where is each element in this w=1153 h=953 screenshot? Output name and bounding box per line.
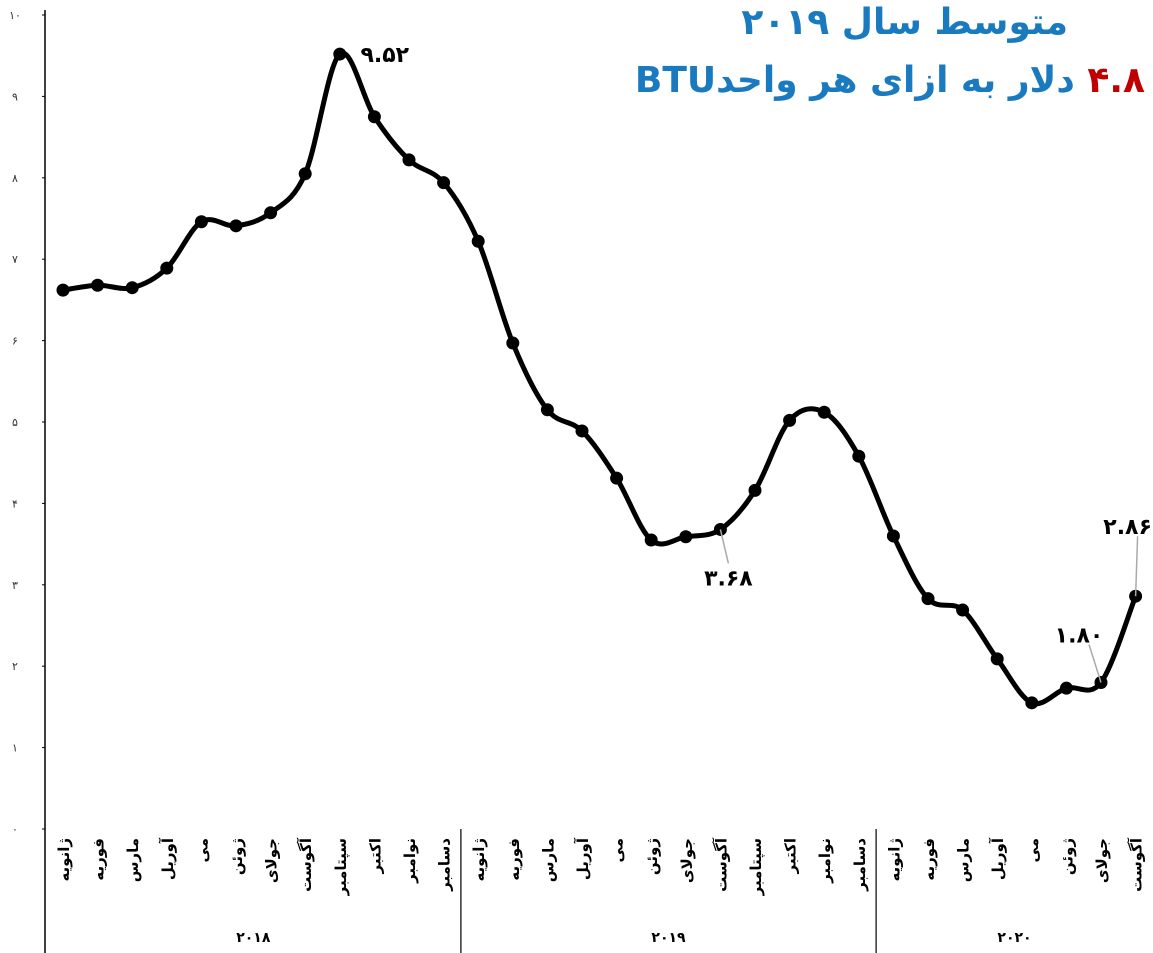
x-tick-label: آگوست [1128,837,1146,892]
x-tick-label: دسامبر [436,838,454,892]
point [506,336,520,350]
x-tick-label: می [1024,838,1042,862]
group-label: ۲۰۱۹ [651,930,686,946]
x-tick-label: ژوئن [228,838,246,875]
x-tick-label: فوریه [90,838,108,881]
y-tick-label: ۳ [12,579,18,592]
point [575,424,589,438]
x-tick-label: جولای [678,838,696,883]
point [56,283,70,297]
y-tick-label: ۰ [12,823,18,836]
x-tick-label: فوریه [505,838,523,881]
y-tick-label: ۸ [12,172,18,185]
x-tick-label: جولای [263,838,281,883]
x-tick-label: آوریل [989,837,1007,880]
point [125,281,139,295]
x-tick-label: می [193,838,211,862]
y-tick-label: ۱ [12,742,18,755]
y-tick-label: ۵ [12,416,18,429]
x-tick-label: نوامبر [816,838,834,884]
x-tick-label: می [609,838,627,862]
point [679,530,693,544]
subtitle-text: دلار به ازای هر واحدBTU [634,60,1075,101]
point [229,219,243,233]
value-label: ۲.۸۶ [1103,515,1152,540]
y-tick-label: ۶ [12,335,18,348]
x-tick-label: مارس [955,838,973,882]
point [298,167,312,181]
value-label: ۳.۶۸ [704,566,753,591]
y-tick-label: ۱۰ [9,9,21,22]
point [402,153,416,167]
x-tick-label: ژوئن [1058,838,1076,875]
point [91,278,105,292]
point [160,261,174,275]
x-tick-label: ژانویه [885,838,903,882]
x-tick-label: ژوئن [643,838,661,875]
point [437,176,451,190]
point [610,471,624,485]
leader-line [1088,644,1102,683]
x-tick-label: نوامبر [401,838,419,884]
point [333,47,347,61]
point [956,603,970,617]
y-tick-label: ۴ [12,497,18,510]
x-tick-label: اکتبر [782,838,800,874]
x-tick-label: سپتامبر [747,838,766,896]
x-tick-label: آگوست [712,837,730,892]
x-tick-label: ژانویه [470,838,488,882]
leader-line [1134,536,1139,597]
y-tick-label: ۹ [12,90,18,103]
x-tick-label: سپتامبر [332,838,351,896]
chart-title: متوسط سال ۲۰۱۹ [741,2,1068,43]
point [1059,681,1073,695]
point [540,403,554,417]
point [1025,696,1039,710]
point [990,652,1004,666]
point [644,533,658,547]
point [817,405,831,419]
leader-line [719,529,730,564]
point [886,529,900,543]
point [194,215,208,229]
x-tick-label: مارس [124,838,142,882]
point [852,449,866,463]
y-tick-label: ۲ [12,660,18,673]
x-tick-label: آگوست [297,837,315,892]
group-label: ۲۰۲۰ [997,930,1031,946]
x-tick-label: مارس [539,838,557,882]
x-tick-label: آوریل [574,837,592,880]
value-label: ۹.۵۲ [360,43,409,68]
x-tick-label: ژانویه [55,838,73,882]
point [367,110,381,124]
subtitle-value: ۴.۸ [1087,60,1145,101]
point [783,413,797,427]
x-tick-label: فوریه [920,838,938,881]
x-tick-label: دسامبر [851,838,869,892]
line [62,50,1138,707]
x-tick-label: اکتبر [366,838,384,874]
y-tick-label: ۷ [12,253,18,266]
group-label: ۲۰۱۸ [236,930,271,946]
point [921,592,935,606]
chart-subtitle: ۴.۸ دلار به ازای هر واحدBTU [635,60,1145,101]
point [748,483,762,497]
point [471,234,485,248]
x-tick-label: آوریل [159,837,177,880]
value-label: ۱.۸۰ [1055,623,1104,648]
point [264,206,278,220]
x-tick-label: جولای [1093,838,1111,883]
